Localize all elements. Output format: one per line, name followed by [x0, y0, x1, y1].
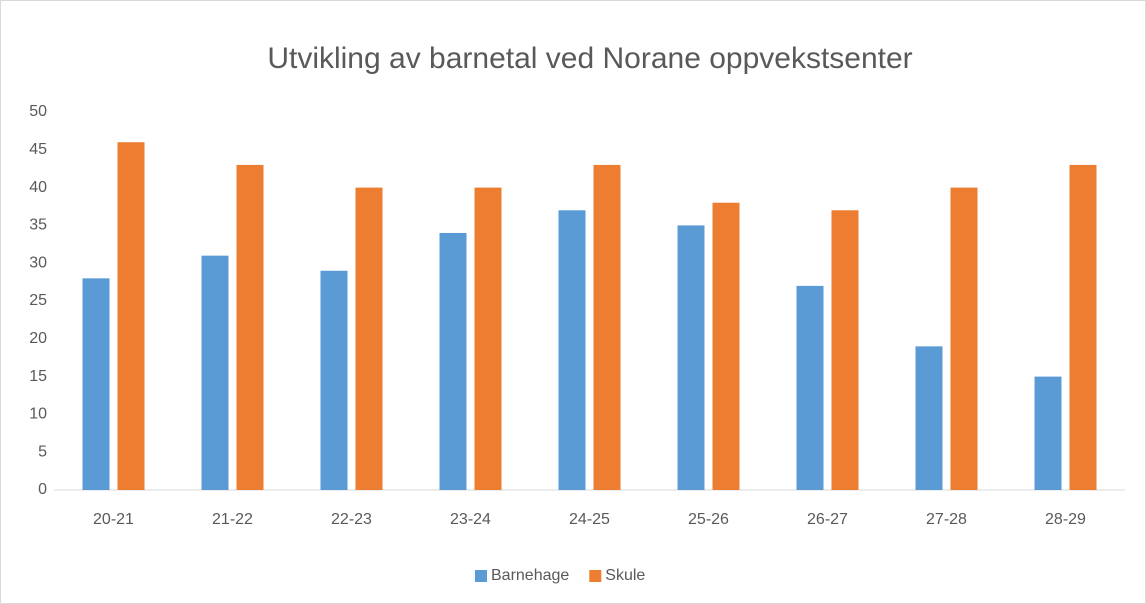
- x-tick-label: 23-24: [450, 511, 491, 528]
- y-tick-label: 0: [38, 481, 47, 498]
- bar: [320, 270, 348, 490]
- x-tick-label: 20-21: [93, 511, 134, 528]
- bar: [558, 210, 586, 490]
- x-tick-label: 28-29: [1045, 511, 1086, 528]
- bar: [831, 210, 859, 490]
- x-tick-label: 27-28: [926, 511, 967, 528]
- bar: [1069, 164, 1097, 491]
- bar: [439, 232, 467, 490]
- bar: [201, 255, 229, 490]
- y-tick-label: 10: [29, 406, 47, 423]
- bar: [117, 142, 145, 491]
- bar: [593, 164, 621, 491]
- legend-swatch: [589, 570, 602, 582]
- y-tick-label: 25: [29, 292, 47, 309]
- bar: [1034, 376, 1062, 490]
- bar: [236, 164, 264, 491]
- x-tick-label: 25-26: [688, 511, 729, 528]
- y-tick-label: 50: [29, 103, 47, 120]
- x-tick-label: 24-25: [569, 511, 610, 528]
- y-tick-label: 45: [29, 141, 47, 158]
- legend-label: Barnehage: [491, 567, 569, 584]
- bar: [677, 225, 705, 490]
- y-tick-label: 20: [29, 330, 47, 347]
- bar: [796, 285, 824, 490]
- y-tick-label: 15: [29, 368, 47, 385]
- bar: [474, 187, 502, 490]
- bar: [915, 346, 943, 490]
- bar: [950, 187, 978, 490]
- y-tick-label: 35: [29, 217, 47, 234]
- chart-title: Utvikling av barnetal ved Norane oppveks…: [267, 42, 912, 75]
- legend-swatch: [475, 570, 487, 582]
- x-tick-label: 21-22: [212, 511, 253, 528]
- bar: [712, 202, 740, 490]
- y-tick-label: 40: [29, 179, 47, 196]
- bar: [82, 278, 110, 490]
- legend-label: Skule: [605, 567, 645, 584]
- bar: [355, 187, 383, 490]
- y-tick-label: 30: [29, 254, 47, 271]
- y-tick-label: 5: [38, 443, 47, 460]
- x-tick-label: 26-27: [807, 511, 848, 528]
- x-tick-label: 22-23: [331, 511, 372, 528]
